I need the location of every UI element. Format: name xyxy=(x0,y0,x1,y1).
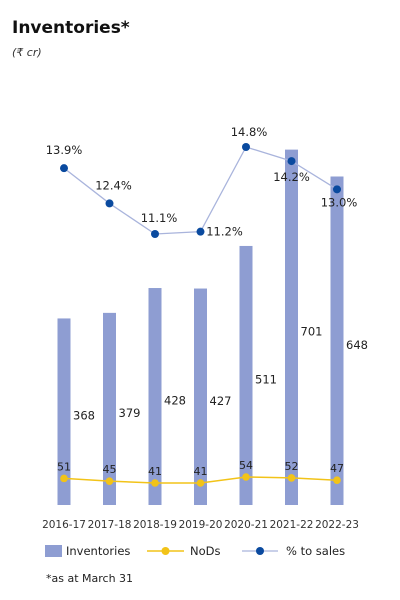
x-tick-2020-21: 2020-21 xyxy=(224,519,268,531)
bar-label-2019-20: 427 xyxy=(210,394,232,408)
footnote: *as at March 31 xyxy=(46,572,134,585)
bar-label-2022-23: 648 xyxy=(346,338,368,352)
x-tick-2017-18: 2017-18 xyxy=(88,519,132,531)
chart-title: Inventories* xyxy=(12,18,130,38)
legend-nods-label: NoDs xyxy=(190,544,221,558)
nods-label-2020-21: 54 xyxy=(239,459,253,472)
pct-point-2022-23 xyxy=(333,185,341,194)
bar-label-2018-19: 428 xyxy=(164,394,186,408)
pct-label-2021-22: 14.2% xyxy=(273,170,310,184)
bar-inventories-2021-22 xyxy=(285,149,298,505)
nods-label-2018-19: 41 xyxy=(148,465,162,478)
bar-label-2021-22: 701 xyxy=(301,324,323,338)
bar-label-2020-21: 511 xyxy=(255,372,277,386)
x-tick-2016-17: 2016-17 xyxy=(42,519,86,531)
x-tick-2018-19: 2018-19 xyxy=(133,519,177,531)
nods-point-2016-17 xyxy=(60,474,68,483)
x-tick-2019-20: 2019-20 xyxy=(179,519,223,531)
nods-label-2016-17: 51 xyxy=(57,460,71,473)
nods-label-2017-18: 45 xyxy=(103,463,117,476)
nods-point-2017-18 xyxy=(105,477,114,485)
x-tick-2022-23: 2022-23 xyxy=(315,519,359,531)
nods-point-2018-19 xyxy=(151,479,159,487)
pct-label-2016-17: 13.9% xyxy=(46,143,83,157)
x-tick-2021-22: 2021-22 xyxy=(270,519,314,531)
legend-inventories-swatch xyxy=(45,545,62,557)
pct-point-2020-21 xyxy=(242,143,250,151)
bar-inventories-2018-19 xyxy=(148,288,162,505)
bar-label-2016-17: 368 xyxy=(73,409,95,423)
bar-label-2017-18: 379 xyxy=(119,406,141,420)
nods-point-2019-20 xyxy=(196,479,205,487)
pct-point-2018-19 xyxy=(151,230,159,238)
pct-label-2017-18: 12.4% xyxy=(95,178,132,192)
pct-point-2021-22 xyxy=(287,157,296,166)
nods-point-2022-23 xyxy=(333,476,341,485)
bar-inventories-2020-21 xyxy=(239,245,253,505)
bar-inventories-2016-17 xyxy=(57,318,71,505)
pct-point-2019-20 xyxy=(196,227,205,236)
pct-label-2022-23: 13.0% xyxy=(321,195,358,209)
nods-point-2021-22 xyxy=(287,474,296,482)
legend-pct-marker xyxy=(256,547,264,555)
legend-pct-label: % to sales xyxy=(286,544,345,558)
nods-label-2022-23: 47 xyxy=(330,462,344,475)
pct-label-2018-19: 11.1% xyxy=(141,211,178,225)
nods-label-2019-20: 41 xyxy=(194,465,208,478)
chart-subtitle: (₹ cr) xyxy=(12,46,42,59)
pct-point-2017-18 xyxy=(105,199,114,208)
nods-label-2021-22: 52 xyxy=(285,460,299,473)
bar-inventories-2022-23 xyxy=(330,176,344,505)
legend-nods-marker xyxy=(161,547,170,555)
legend-inventories-label: Inventories xyxy=(66,544,130,558)
nods-point-2020-21 xyxy=(242,473,250,481)
pct-point-2016-17 xyxy=(60,164,68,173)
pct-label-2019-20: 11.2% xyxy=(206,225,243,239)
bar-inventories-2019-20 xyxy=(194,288,207,505)
pct-label-2020-21: 14.8% xyxy=(231,125,268,139)
bar-inventories-2017-18 xyxy=(103,312,116,505)
